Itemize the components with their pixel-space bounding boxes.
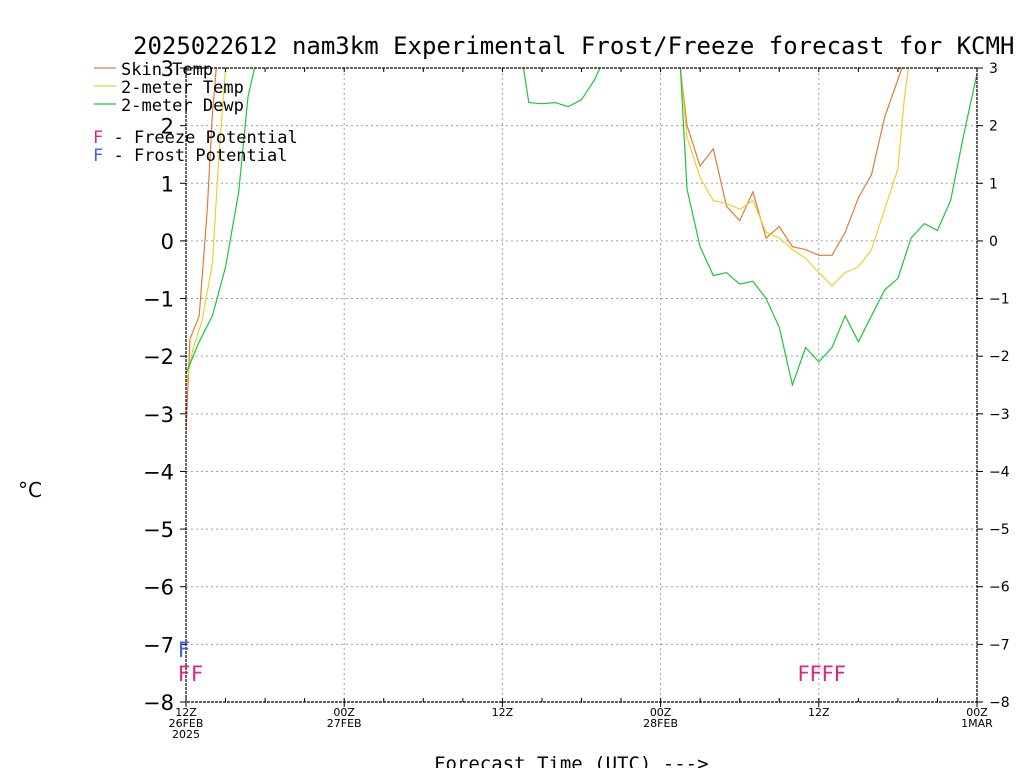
y-tick-label-left: −5 (143, 518, 174, 542)
y-tick-label-right: 1 (989, 176, 998, 192)
y-tick-label-right: −6 (989, 580, 1010, 596)
y-axis-label: °C (18, 478, 42, 502)
potential-legend-entry: F - Freeze Potential (93, 128, 298, 148)
freeze-marker: F (178, 662, 190, 686)
potential-legend-marker: F (93, 146, 103, 166)
potential-markers: FF F FFFF (178, 638, 846, 686)
y-tick-label-left: 3 (161, 57, 174, 81)
y-tick-label-right: −8 (989, 695, 1010, 711)
y-tick-label-left: −4 (143, 460, 174, 484)
x-tick-label: 00Z (650, 706, 672, 719)
y-tick-label-left: 0 (161, 230, 174, 254)
x-tick-label: 1MAR (961, 717, 993, 730)
x-tick-label: 00Z (966, 706, 988, 719)
series-line-2-meter-dewp (186, 68, 256, 374)
potential-legend-marker: F (93, 128, 103, 148)
chart-title: 2025022612 nam3km Experimental Frost/Fre… (133, 32, 1014, 60)
y-tick-label-left: −3 (143, 403, 174, 427)
series-line-2-meter-temp (186, 68, 227, 386)
x-tick-label: 28FEB (643, 717, 678, 730)
x-tick-label: 2025 (172, 728, 200, 741)
x-tick-label: 12Z (175, 706, 197, 719)
y-tick-label-right: −1 (989, 292, 1010, 308)
y-tick-label-left: −6 (143, 576, 174, 600)
series-layer (186, 68, 977, 432)
legend-label: Skin Temp (121, 60, 213, 80)
x-tick-label: 26FEB (169, 717, 204, 730)
series-line-2-meter-dewp (522, 68, 601, 108)
y-tick-label-left: 1 (161, 172, 174, 196)
legend-label: 2-meter Temp (121, 78, 244, 98)
potential-legend-text: - Freeze Potential (103, 128, 297, 148)
plot-frame (185, 67, 978, 703)
grid (186, 68, 977, 702)
y-tick-label-left: −2 (143, 345, 174, 369)
y-tick-label-right: −3 (989, 407, 1010, 423)
y-tick-label-left: 2 (161, 115, 174, 139)
series-line-skin-temp (186, 68, 217, 432)
y-tick-label-right: −2 (989, 349, 1010, 365)
potential-legend-text: - Frost Potential (103, 146, 287, 166)
y-tick-label-right: 0 (989, 234, 998, 250)
x-tick-label: 00Z (333, 706, 355, 719)
frost-marker: F (178, 638, 190, 662)
x-tick-label: 12Z (808, 706, 830, 719)
series-line-2-meter-temp (679, 68, 909, 287)
x-tick-label: 27FEB (327, 717, 362, 730)
freeze-marker: F (191, 662, 203, 686)
y-tick-label-right: −5 (989, 522, 1010, 538)
y-tick-label-left: −1 (143, 288, 174, 312)
x-axis-label: Forecast Time (UTC) ---> (434, 753, 709, 768)
y-tick-label-right: 2 (989, 119, 998, 135)
series-line-skin-temp (679, 68, 903, 256)
legend-label: 2-meter Dewp (121, 96, 244, 116)
y-tick-label-right: −4 (989, 464, 1010, 480)
y-tick-label-left: −7 (143, 633, 174, 657)
y-tick-label-right: −7 (989, 637, 1010, 653)
freeze-marker: FFFF (798, 662, 846, 686)
y-tick-label-left: −8 (143, 691, 174, 715)
series-line-2-meter-dewp (679, 68, 977, 388)
axes: 3 3 2 2 1 1 0 0 −1 −1 −2 −2 −3 −3 −4 −4 −5 −5 −6 −6 −7 −7 −8 −8… (143, 57, 1010, 741)
x-tick-label: 12Z (492, 706, 514, 719)
potential-legend-entry: F - Frost Potential (93, 146, 287, 166)
y-tick-label-right: 3 (989, 61, 998, 77)
